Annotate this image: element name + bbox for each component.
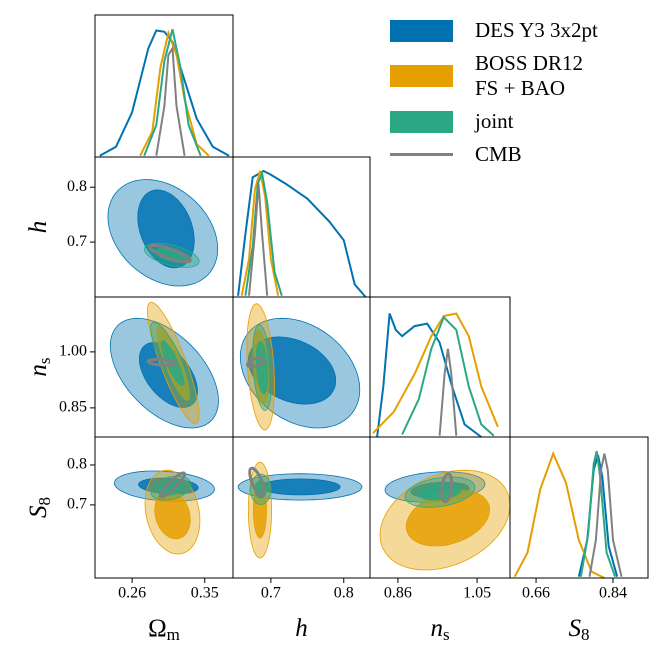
axis-subscript: 8 [35,497,54,506]
marginal-curve [513,450,605,579]
x-tick-label: 0.66 [522,585,550,602]
legend-label: CMB [475,142,522,166]
contour [154,490,191,540]
legend: DES Y3 3x2pt BOSS DR12 FS + BAO joint CMB [390,18,660,175]
x-axis-label: h [295,615,308,642]
y-tick-label: 0.85 [59,399,87,416]
x-tick-label: 0.7 [261,585,281,602]
y-axis-label: ns [25,357,54,376]
marginal-curve [143,28,202,157]
marginal-curve [139,29,210,157]
panel-frame [94,14,234,158]
legend-entry: CMB [390,142,660,167]
contour [259,478,341,496]
axis-symbol: n [25,364,52,377]
x-axis-label: Ωm [148,615,180,644]
marginal-curve [588,453,623,577]
marginal-curve [438,348,458,436]
x-tick-label: 0.26 [118,585,146,602]
marginal-curve [376,313,482,438]
axis-symbol: Ω [148,615,167,642]
marginal-curve [579,450,617,578]
contour [248,466,266,498]
x-axis-label: S8 [569,615,590,644]
marginal-curve [240,170,280,296]
axis-symbol: n [430,615,443,642]
axis-symbol: S [569,615,582,642]
y-tick-label: 0.8 [67,456,87,473]
y-tick-label: 0.7 [67,496,87,513]
legend-label: BOSS DR12 FS + BAO [475,51,583,100]
legend-label: DES Y3 3x2pt [475,18,598,42]
contour [148,243,192,264]
legend-label: joint [475,109,514,133]
legend-entry: DES Y3 3x2pt [390,18,660,43]
legend-swatch [390,153,453,156]
panel-frame [509,436,649,579]
contour [160,340,185,386]
axis-symbol: h [25,221,52,234]
x-tick-label: 0.84 [599,585,627,602]
contour [146,357,178,367]
x-tick-label: 0.8 [334,585,354,602]
contour [405,489,491,547]
legend-entry: BOSS DR12 FS + BAO [390,51,660,101]
marginal-curve [248,183,269,296]
legend-swatch [390,65,453,87]
x-tick-label: 1.05 [463,585,491,602]
contour [246,356,266,369]
axis-subscript: 8 [581,625,590,644]
marginal-curve [99,29,230,157]
y-axis-label: h [25,221,52,234]
legend-swatch [390,110,453,133]
y-axis-label: S8 [25,497,54,518]
x-axis-label: ns [430,615,449,644]
axis-symbol: S [25,505,52,518]
contour [158,471,187,499]
contour [440,472,454,504]
legend-swatch [390,19,453,42]
x-tick-label: 0.86 [384,585,412,602]
x-tick-label: 0.35 [191,585,219,602]
axis-subscript: s [443,625,450,644]
axis-symbol: h [295,615,308,642]
y-tick-label: 0.8 [67,178,87,195]
y-tick-label: 0.7 [67,233,87,250]
marginal-curve [237,169,367,298]
legend-entry: joint [390,109,660,134]
y-tick-label: 1.00 [59,343,87,360]
axis-subscript: m [167,625,180,644]
marginal-curve [155,45,186,156]
axis-subscript: s [35,357,54,364]
marginal-curve [401,315,495,437]
